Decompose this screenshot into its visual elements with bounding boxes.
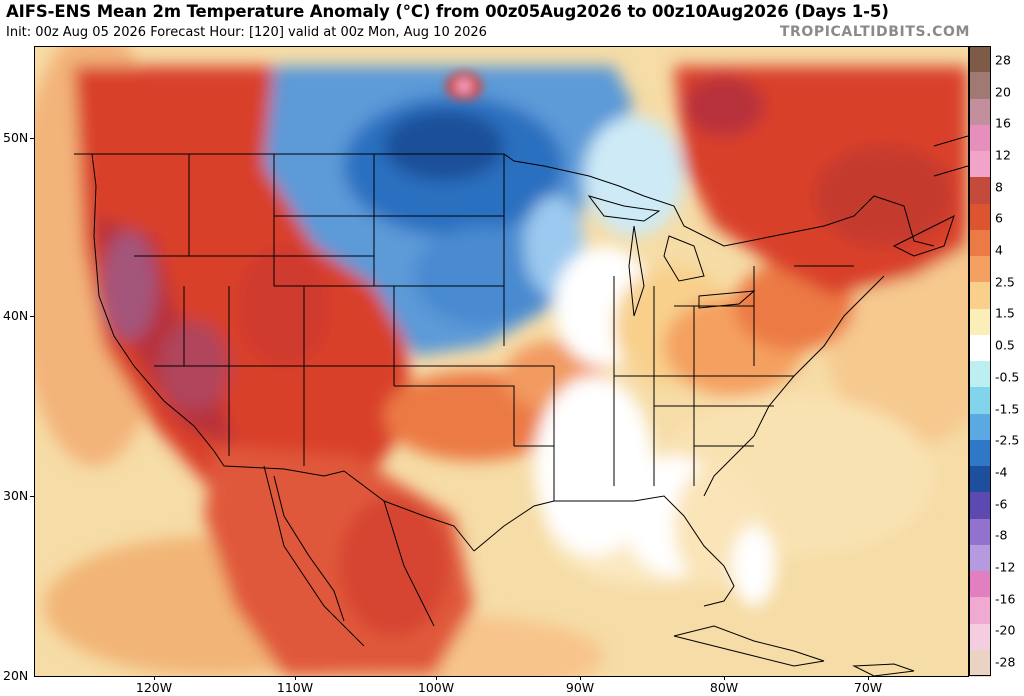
colorbar-swatch [969,256,991,283]
lat-tick [30,496,34,497]
colorbar-label: 4 [995,242,1003,258]
colorbar-label: -8 [995,527,1008,543]
colorbar-swatch [969,544,991,572]
lat-tick [30,138,34,139]
lon-tick [868,676,869,680]
colorbar-swatch [969,98,991,126]
colorbar-swatch [969,387,991,414]
lon-tick [436,676,437,680]
colorbar-label: -0.5 [995,369,1020,385]
colorbar-swatch [969,46,991,73]
anomaly-fields [34,46,968,676]
lon-label-100w: 100W [417,680,455,695]
colorbar-label: -20 [995,622,1016,638]
lon-tick [724,676,725,680]
colorbar-outline [969,46,991,676]
colorbar-swatch [969,492,991,519]
colorbar-swatch [969,623,991,651]
colorbar-label: -4 [995,464,1008,480]
lon-tick [295,676,296,680]
lat-label-40n: 40N [3,308,29,323]
colorbar-legend: 28 20 16 12 8 6 4 2.5 1.5 0.5 -0.5 -1.5 -2.5 -4 -6 -8 -1… [968,46,1024,677]
colorbar-swatch [969,177,991,204]
colorbar-label: -6 [995,496,1008,512]
colorbar-swatch [969,439,991,467]
colorbar-label: 12 [995,147,1011,163]
lon-tick [580,676,581,680]
lat-tick [30,316,34,317]
colorbar-label: 1.5 [995,305,1015,321]
colorbar-swatch [969,229,991,257]
lon-label-110w: 110W [276,680,314,695]
lon-label-80w: 80W [709,680,739,695]
colorbar-label: 2.5 [995,274,1015,290]
boundaries [74,135,968,676]
colorbar-swatch [969,282,991,309]
lon-tick [154,676,155,680]
colorbar-swatch [969,124,991,152]
lat-label-30n: 30N [3,488,29,503]
colorbar-swatch [969,413,991,441]
header: AIFS-ENS Mean 2m Temperature Anomaly (°C… [0,0,1024,44]
colorbar-label: 6 [995,210,1003,226]
colorbar-label: -2.5 [995,432,1020,448]
colorbar-swatch [969,334,991,362]
lon-label-90w: 90W [565,680,595,695]
colorbar-swatch [969,308,991,336]
colorbar-label: -16 [995,591,1016,607]
map-subtitle: Init: 00z Aug 05 2026 Forecast Hour: [12… [6,25,487,40]
colorbar-swatch [969,466,991,493]
hot-spot-hudson [446,72,482,100]
lon-label-70w: 70W [853,680,883,695]
colorbar-swatch [969,72,991,99]
map-title: AIFS-ENS Mean 2m Temperature Anomaly (°C… [6,2,889,21]
colorbar-label: 28 [995,52,1011,68]
colorbar-label: -1.5 [995,401,1020,417]
colorbar-swatch [969,203,991,231]
colorbar-swatch [969,571,991,598]
colorbar-swatch [969,649,991,677]
colorbar-swatch [969,597,991,624]
colorbar-label: 8 [995,179,1003,195]
colorbar-label: 20 [995,84,1011,100]
lat-label-50n: 50N [3,130,29,145]
colorbar-label: 16 [995,115,1011,131]
anomaly-map [34,46,968,676]
colorbar-label: -12 [995,559,1016,575]
colorbar-swatch [969,518,991,546]
colorbar-label: -28 [995,654,1016,670]
lat-label-20n: 20N [3,668,29,683]
colorbar-swatch [969,361,991,388]
colorbar-label: 0.5 [995,337,1015,353]
brand-watermark: TROPICALTIDBITS.COM [779,24,970,40]
lon-label-120w: 120W [135,680,173,695]
colorbar-swatch [969,151,991,178]
